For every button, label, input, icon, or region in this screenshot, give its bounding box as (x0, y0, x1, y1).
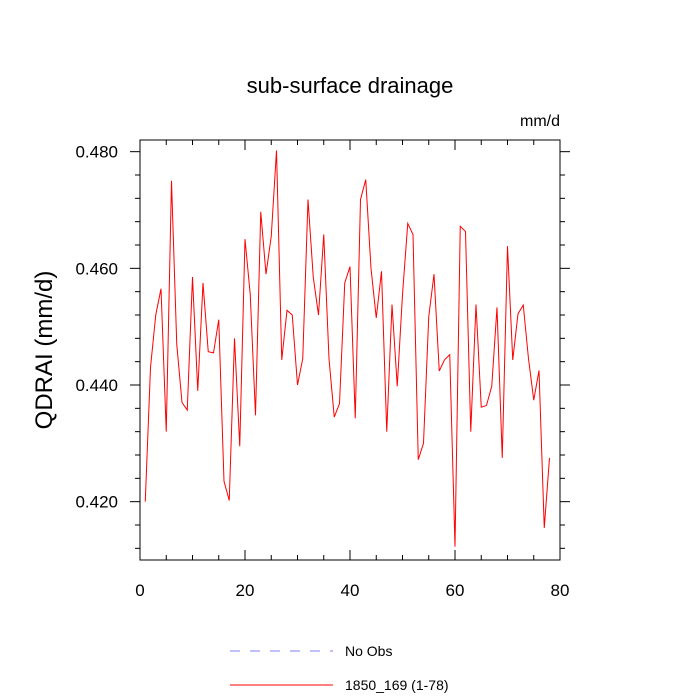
legend: No Obs 1850_169 (1-78) (230, 643, 449, 693)
legend-label-no-obs: No Obs (345, 643, 392, 659)
x-axis: 0 20 40 60 80 (135, 140, 569, 600)
x-tick-label: 60 (446, 581, 465, 600)
units-label: mm/d (520, 113, 560, 130)
plot-area: 0 20 40 60 80 0.420 0.440 0.460 0.480 (75, 139, 570, 600)
y-tick-label: 0.480 (75, 143, 118, 162)
plot-frame (139, 139, 561, 561)
x-tick-label: 80 (551, 581, 570, 600)
y-tick-label: 0.440 (75, 376, 118, 395)
y-axis-label: QDRAI (mm/d) (31, 271, 58, 430)
y-axis: 0.420 0.440 0.460 0.480 (75, 143, 570, 549)
series-line (144, 150, 550, 547)
x-tick-label: 20 (236, 581, 255, 600)
legend-label-1850-169: 1850_169 (1-78) (345, 677, 449, 693)
y-tick-label: 0.460 (75, 259, 118, 278)
x-tick-label: 40 (341, 581, 360, 600)
chart-title: sub-surface drainage (247, 73, 454, 98)
y-tick-label: 0.420 (75, 493, 118, 512)
series-layer (144, 150, 550, 547)
x-tick-label: 0 (135, 581, 144, 600)
